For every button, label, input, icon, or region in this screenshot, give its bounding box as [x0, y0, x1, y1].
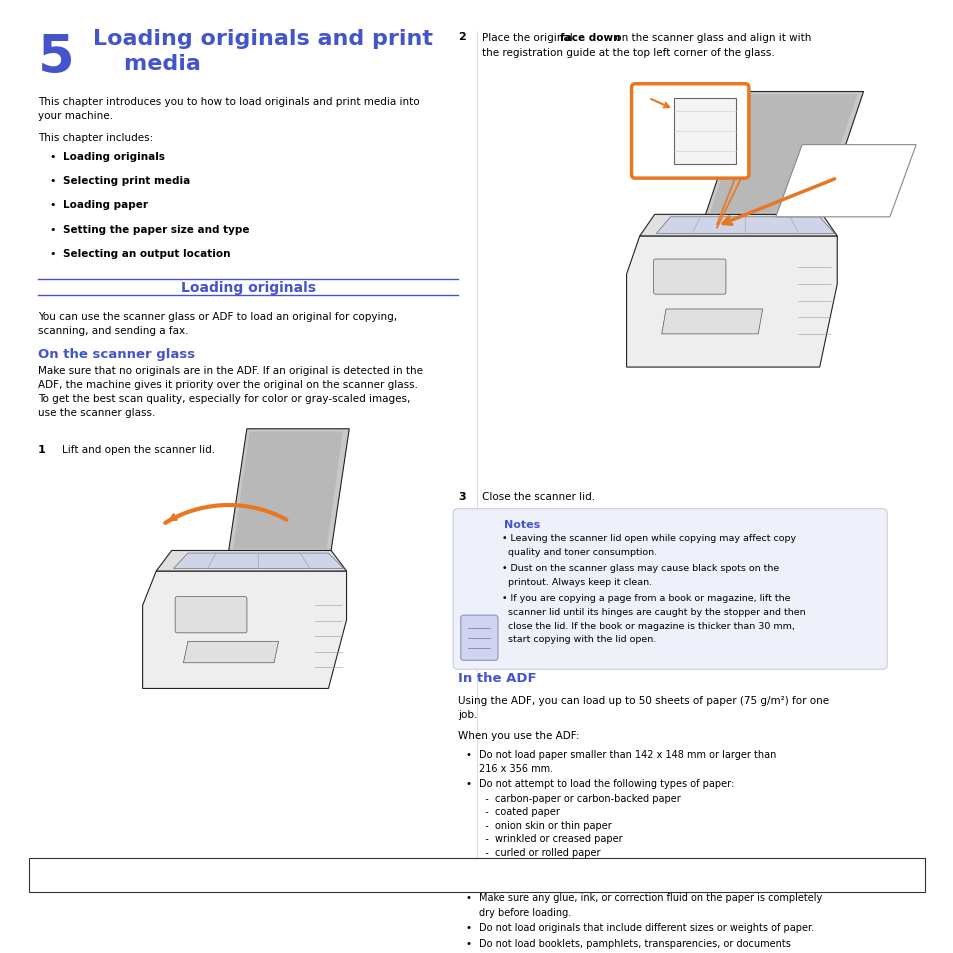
FancyBboxPatch shape: [453, 509, 886, 670]
Text: •: •: [50, 224, 56, 234]
Polygon shape: [661, 310, 761, 335]
Polygon shape: [183, 641, 278, 663]
Text: Close the scanner lid.: Close the scanner lid.: [481, 491, 595, 501]
Text: Do not load booklets, pamphlets, transparencies, or documents: Do not load booklets, pamphlets, transpa…: [478, 938, 790, 948]
Text: scanner lid until its hinges are caught by the stopper and then: scanner lid until its hinges are caught …: [508, 607, 805, 617]
Text: •: •: [465, 938, 471, 948]
Text: 3: 3: [457, 491, 465, 501]
Text: •: •: [465, 876, 471, 886]
Text: •: •: [50, 175, 56, 186]
Text: Make sure any glue, ink, or correction fluid on the paper is completely: Make sure any glue, ink, or correction f…: [478, 892, 821, 902]
Text: -  curled or rolled paper: - curled or rolled paper: [478, 847, 599, 857]
Text: -  onion skin or thin paper: - onion skin or thin paper: [478, 821, 611, 830]
Text: quality and toner consumption.: quality and toner consumption.: [508, 548, 657, 557]
Polygon shape: [233, 432, 342, 549]
Polygon shape: [626, 236, 837, 368]
Text: In the ADF: In the ADF: [457, 671, 536, 684]
Text: This chapter includes:: This chapter includes:: [38, 132, 153, 142]
Text: -  wrinkled or creased paper: - wrinkled or creased paper: [478, 834, 622, 843]
Text: Setting the paper size and type: Setting the paper size and type: [63, 224, 249, 234]
Text: •: •: [465, 749, 471, 759]
Text: 2: 2: [457, 31, 465, 42]
Text: You can use the scanner glass or ADF to load an original for copying,
scanning, : You can use the scanner glass or ADF to …: [38, 312, 396, 335]
Text: face down: face down: [559, 33, 619, 43]
Text: Loading originals: Loading originals: [63, 152, 165, 161]
Text: -  torn paper: - torn paper: [478, 861, 546, 871]
Text: Using the ADF, you can load up to 50 sheets of paper (75 g/m²) for one
job.: Using the ADF, you can load up to 50 she…: [457, 695, 828, 719]
Text: Loading paper: Loading paper: [63, 200, 148, 210]
Text: Remove all staples and paper clips before loading.: Remove all staples and paper clips befor…: [478, 876, 725, 886]
Polygon shape: [639, 215, 837, 236]
Text: Notes: Notes: [503, 519, 539, 529]
Text: Place the original: Place the original: [481, 33, 576, 43]
Text: printout. Always keep it clean.: printout. Always keep it clean.: [508, 578, 652, 587]
Text: Do not load paper smaller than 142 x 148 mm or larger than: Do not load paper smaller than 142 x 148…: [478, 749, 776, 759]
Text: •: •: [465, 922, 471, 932]
Text: 5: 5: [38, 31, 74, 84]
Polygon shape: [775, 146, 915, 217]
Text: Lift and open the scanner lid.: Lift and open the scanner lid.: [62, 444, 215, 455]
FancyBboxPatch shape: [175, 597, 247, 633]
Text: Make sure that no originals are in the ADF. If an original is detected in the
AD: Make sure that no originals are in the A…: [38, 366, 423, 417]
Text: On the scanner glass: On the scanner glass: [38, 348, 195, 361]
Text: • Leaving the scanner lid open while copying may affect copy: • Leaving the scanner lid open while cop…: [501, 534, 795, 542]
FancyBboxPatch shape: [460, 616, 497, 660]
Text: This chapter introduces you to how to load originals and print media into
your m: This chapter introduces you to how to lo…: [38, 96, 419, 120]
Text: -  carbon-paper or carbon-backed paper: - carbon-paper or carbon-backed paper: [478, 793, 679, 803]
Text: Do not attempt to load the following types of paper:: Do not attempt to load the following typ…: [478, 779, 734, 789]
Text: Loading originals and print
    media: Loading originals and print media: [93, 29, 433, 74]
Text: Loading originals: Loading originals: [180, 280, 315, 294]
FancyBboxPatch shape: [653, 260, 725, 294]
Polygon shape: [229, 429, 349, 551]
Text: •: •: [465, 892, 471, 902]
Polygon shape: [705, 92, 862, 215]
Polygon shape: [709, 95, 857, 213]
Text: •: •: [50, 200, 56, 210]
FancyBboxPatch shape: [29, 858, 924, 892]
Text: • Dust on the scanner glass may cause black spots on the: • Dust on the scanner glass may cause bl…: [501, 563, 779, 572]
Text: 5.1    <Loading originals and print media>: 5.1 <Loading originals and print media>: [357, 870, 596, 880]
Text: on the scanner glass and align it with: on the scanner glass and align it with: [611, 33, 810, 43]
Polygon shape: [656, 217, 834, 234]
Polygon shape: [173, 554, 343, 569]
Text: •: •: [50, 249, 56, 258]
Text: When you use the ADF:: When you use the ADF:: [457, 730, 578, 740]
Text: Do not load originals that include different sizes or weights of paper.: Do not load originals that include diffe…: [478, 922, 813, 932]
Text: 216 x 356 mm.: 216 x 356 mm.: [478, 763, 553, 773]
Text: dry before loading.: dry before loading.: [478, 906, 571, 917]
Text: -  coated paper: - coated paper: [478, 806, 559, 817]
Text: the registration guide at the top left corner of the glass.: the registration guide at the top left c…: [481, 48, 774, 58]
Text: start copying with the lid open.: start copying with the lid open.: [508, 635, 656, 643]
Text: • If you are copying a page from a book or magazine, lift the: • If you are copying a page from a book …: [501, 593, 789, 602]
Text: Selecting print media: Selecting print media: [63, 175, 190, 186]
Polygon shape: [156, 551, 346, 572]
FancyBboxPatch shape: [631, 85, 748, 179]
Polygon shape: [673, 99, 736, 165]
Polygon shape: [142, 572, 346, 689]
Text: close the lid. If the book or magazine is thicker than 30 mm,: close the lid. If the book or magazine i…: [508, 621, 795, 630]
Text: 1: 1: [38, 444, 46, 455]
Text: Selecting an output location: Selecting an output location: [63, 249, 231, 258]
Text: •: •: [50, 152, 56, 161]
Text: •: •: [465, 779, 471, 789]
